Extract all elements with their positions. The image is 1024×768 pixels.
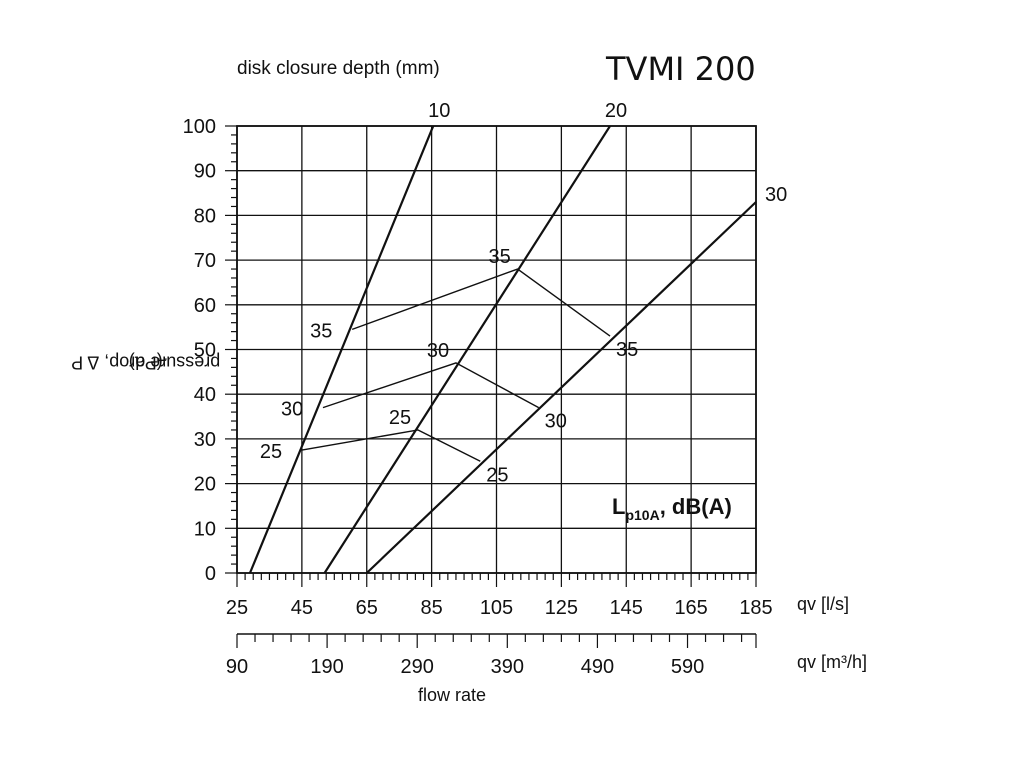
noise-legend-main: L xyxy=(612,494,626,519)
series-label-10: 10 xyxy=(428,100,450,122)
noise-label-right-30: 30 xyxy=(545,411,567,433)
series-label-30: 30 xyxy=(765,184,787,206)
tick-labels: 0 10 20 30 40 50 60 70 80 90 100 25 45 65 85 105 125 145 1… xyxy=(183,100,788,678)
m3h-tick-label-390: 390 xyxy=(491,656,524,678)
y-tick-label-10: 10 xyxy=(194,518,216,540)
ticks xyxy=(225,125,757,648)
y-tick-label-70: 70 xyxy=(194,250,216,272)
y-tick-label-0: 0 xyxy=(205,563,216,585)
m3h-tick-label-90: 90 xyxy=(226,656,248,678)
noise-label-right-25: 25 xyxy=(486,464,508,486)
noise-label-left-35: 35 xyxy=(310,320,332,342)
noise-legend-label: Lp10A, dB(A) xyxy=(612,494,732,523)
y-axis-label-unit: (Pa) xyxy=(128,352,163,373)
series-label-20: 20 xyxy=(605,100,627,122)
x-tick-label-185: 185 xyxy=(739,597,772,619)
series-line-20 xyxy=(323,125,611,574)
x-tick-label-105: 105 xyxy=(480,597,513,619)
noise-legend-unit: , dB(A) xyxy=(659,494,732,519)
m3h-tick-label-490: 490 xyxy=(581,656,614,678)
noise-label-peak-35: 35 xyxy=(488,246,510,268)
m3h-tick-label-590: 590 xyxy=(671,656,704,678)
y-tick-label-30: 30 xyxy=(194,429,216,451)
y-tick-label-20: 20 xyxy=(194,474,216,496)
y-tick-label-40: 40 xyxy=(194,384,216,406)
m3h-tick-label-290: 290 xyxy=(401,656,434,678)
product-title: TVMI 200 xyxy=(606,50,756,88)
y-tick-label-90: 90 xyxy=(194,161,216,183)
x-tick-label-125: 125 xyxy=(545,597,578,619)
m3h-tick-label-190: 190 xyxy=(310,656,343,678)
x-axis-label: flow rate xyxy=(418,685,487,705)
series-lines xyxy=(248,125,757,574)
noise-label-peak-30: 30 xyxy=(427,340,449,362)
noise-legend-sub: p10A xyxy=(625,507,660,523)
y-tick-label-80: 80 xyxy=(194,205,216,227)
x-tick-label-85: 85 xyxy=(421,597,443,619)
noise-label-left-25: 25 xyxy=(260,441,282,463)
noise-line-25 xyxy=(301,429,481,462)
x-tick-label-165: 165 xyxy=(674,597,707,619)
x-axis-unit-m3h: qv [m³/h] xyxy=(797,652,868,672)
x-axis-unit-ls: qv [l/s] xyxy=(797,594,850,614)
x-tick-label-65: 65 xyxy=(356,597,378,619)
y-tick-label-60: 60 xyxy=(194,295,216,317)
noise-label-left-30: 30 xyxy=(281,399,303,421)
noise-label-peak-25: 25 xyxy=(389,407,411,429)
x-tick-label-45: 45 xyxy=(291,597,313,619)
series-line-10 xyxy=(248,125,435,574)
disk-closure-depth-label: disk closure depth (mm) xyxy=(237,58,440,79)
x-tick-label-25: 25 xyxy=(226,597,248,619)
series-line-30 xyxy=(365,201,757,574)
noise-line-30 xyxy=(322,362,540,409)
y-tick-label-50: 50 xyxy=(194,340,216,362)
x-tick-label-145: 145 xyxy=(610,597,643,619)
noise-label-right-35: 35 xyxy=(616,339,638,361)
y-tick-label-100: 100 xyxy=(183,116,216,138)
